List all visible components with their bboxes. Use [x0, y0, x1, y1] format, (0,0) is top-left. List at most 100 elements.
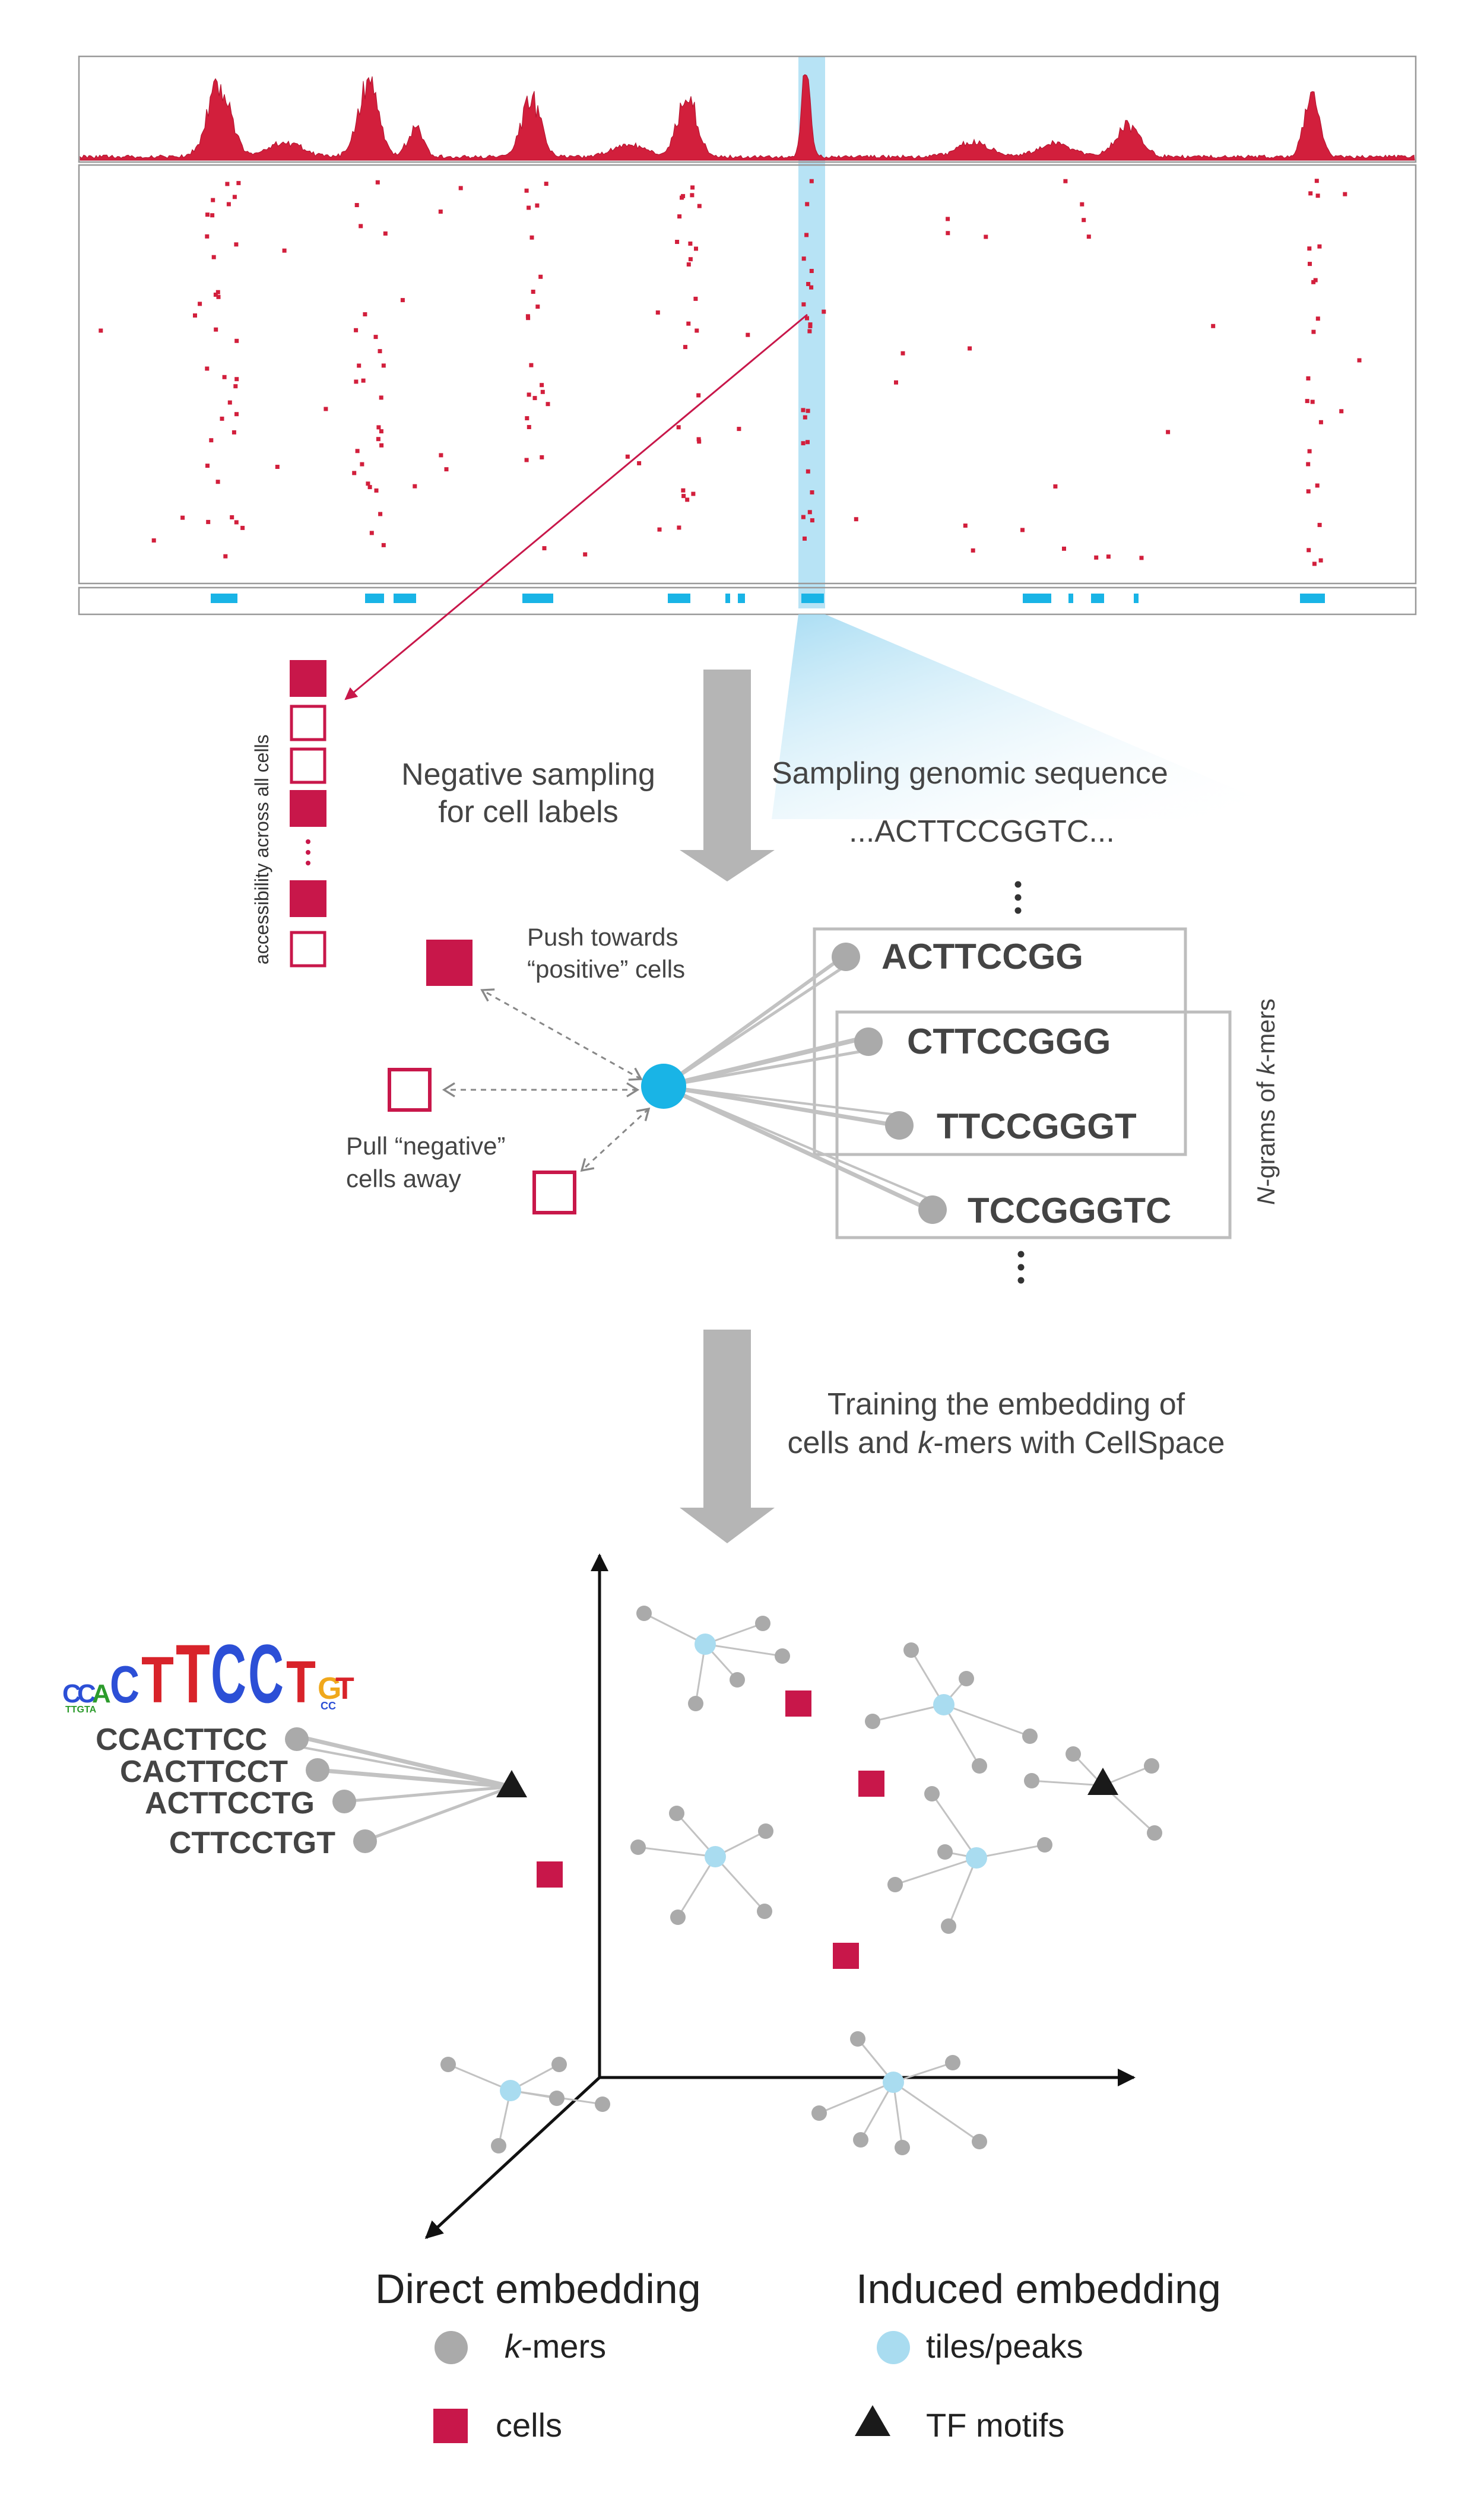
embedding-edge [448, 2063, 511, 2092]
accessible-site [324, 407, 328, 411]
accessible-site [1317, 244, 1322, 249]
kmer-node [1024, 1773, 1039, 1788]
accessible-site [963, 524, 968, 528]
accessible-site [540, 383, 544, 388]
sequence-sampling-fan [772, 614, 1306, 819]
accessible-site [746, 332, 750, 337]
accessible-site [809, 269, 814, 273]
accessible-site [444, 467, 449, 472]
accessible-site [529, 235, 534, 240]
accessible-site [367, 485, 372, 490]
accessible-site [805, 202, 810, 207]
accessible-site [1318, 420, 1323, 424]
accessible-site [531, 290, 535, 294]
accessible-site [376, 425, 381, 430]
accessible-site [205, 366, 210, 371]
accessible-site [527, 425, 531, 429]
accessible-site [211, 255, 216, 259]
kmer-node [972, 2134, 987, 2149]
accessible-site [809, 285, 814, 290]
kmer-node [636, 1606, 652, 1621]
accessible-site [810, 490, 814, 494]
accessible-site [400, 298, 405, 303]
kmer-node [918, 1195, 947, 1224]
embedding-edge [860, 2082, 895, 2140]
accessible-site [1139, 556, 1144, 560]
training-label: cells and k-mers with CellSpace [788, 1426, 1225, 1460]
accessible-site [354, 379, 359, 384]
accessible-site [535, 305, 540, 309]
legend-tf-motifs-label: TF motifs [926, 2406, 1064, 2444]
tile-bar [738, 594, 745, 603]
accessible-site [215, 290, 220, 294]
accessible-site [637, 461, 642, 465]
accessible-site [180, 515, 185, 520]
accessible-site [234, 338, 239, 343]
accessible-site [439, 453, 443, 458]
accessible-site [363, 312, 367, 316]
accessible-site [694, 246, 698, 251]
cell-inaccessible [290, 705, 326, 741]
accessible-site [413, 484, 417, 489]
embedding-edge [819, 2081, 894, 2114]
accessible-site [227, 400, 232, 405]
kmer-node [491, 2138, 506, 2153]
accessible-site [1086, 234, 1091, 239]
embedding-edge [947, 1857, 978, 1927]
legend-induced-title: Induced embedding [856, 2266, 1221, 2312]
accessible-site [807, 510, 812, 515]
accessible-site [524, 188, 529, 193]
accessible-site [354, 203, 359, 207]
accessible-site [357, 363, 362, 368]
push-pull-arrows [442, 988, 651, 1172]
motif-kmer-label: ACTTCCTG [145, 1786, 315, 1820]
aggregate-track-frame [78, 55, 1417, 163]
embedding-space: CCACTTCC CACTTCCT ACTTCCTG CTTCCTGT C C … [62, 1553, 1162, 2240]
accessible-site [971, 548, 975, 553]
accessible-site [540, 389, 545, 394]
accessible-site [99, 328, 103, 333]
legend-motif-swatch [855, 2405, 890, 2436]
accessible-site [1306, 462, 1311, 467]
accessible-site [216, 294, 221, 299]
accessible-site [806, 408, 810, 413]
svg-text:C: C [62, 1679, 81, 1708]
accessible-site [1307, 246, 1312, 251]
accessible-site [806, 469, 810, 474]
embedding-clusters [440, 1606, 1162, 2155]
embedding-edge [872, 1704, 944, 1723]
tile-node [705, 1846, 726, 1867]
cell-accessible [290, 660, 326, 697]
process-arrow [680, 1330, 775, 1543]
kmer-node [887, 1877, 903, 1892]
tile-bar [1091, 594, 1104, 603]
accessible-site [984, 234, 988, 239]
accessible-site [527, 392, 531, 397]
motif-kmer-edges [294, 1734, 514, 1843]
accessible-site [540, 455, 544, 459]
accessibility-vector: accessibility across all cells [251, 660, 326, 968]
ellipsis-dot [306, 861, 310, 865]
accessible-site [205, 212, 210, 217]
pull-arrow [580, 1107, 651, 1172]
accessible-site [1305, 399, 1309, 404]
accessible-site [198, 302, 202, 306]
push-label: Push towards [527, 923, 678, 951]
embedding-edge [714, 1856, 766, 1912]
accessible-site [374, 488, 379, 493]
accessible-site [803, 415, 807, 420]
accessible-site [1062, 546, 1066, 551]
accessible-site [1339, 409, 1344, 414]
cell-accessible [290, 790, 326, 827]
kmer-node [755, 1616, 770, 1631]
embedding-edge [943, 1704, 1030, 1737]
accessible-site [696, 393, 701, 398]
kmer-node [332, 1790, 356, 1813]
kmer-node [853, 2132, 868, 2148]
accessible-site [206, 519, 211, 524]
accessible-site [1317, 522, 1322, 527]
accessible-site [379, 429, 383, 434]
legend-cells-label: cells [496, 2406, 562, 2444]
legend-direct-title: Direct embedding [375, 2266, 701, 2312]
